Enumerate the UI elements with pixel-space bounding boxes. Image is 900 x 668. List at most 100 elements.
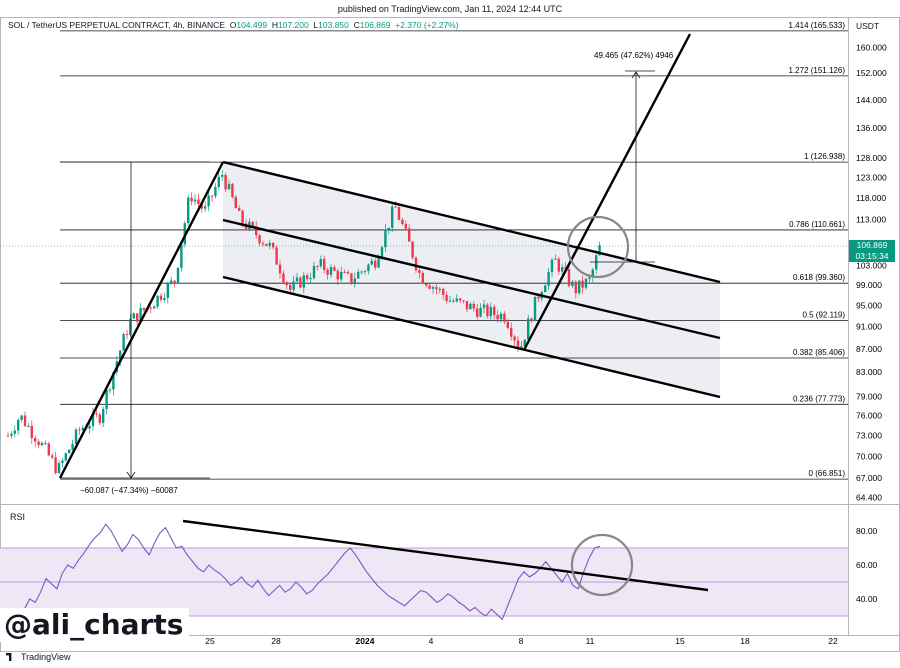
candle-body [516, 340, 520, 349]
candle-body [44, 442, 47, 444]
candle-body [578, 280, 581, 294]
rsi-axis: 80.00 60.00 40.00 [856, 526, 878, 604]
fib-label-8: 0 (66.851) [809, 469, 846, 478]
candle-body [10, 433, 13, 436]
candle-body [149, 307, 152, 309]
candle-body [139, 307, 142, 322]
price-tick-7: 113.000 [856, 215, 886, 225]
candle-body [61, 460, 64, 464]
price-tick-11: 91.000 [856, 322, 882, 332]
candle-body [391, 206, 394, 228]
currency-label: USDT [856, 21, 880, 31]
candle-body [367, 264, 370, 272]
time-tick-6: 15 [675, 636, 685, 646]
measure-down-label: −60.087 (−47.34%) −60087 [80, 486, 178, 495]
candle-body [591, 269, 594, 278]
candle-body [499, 313, 503, 320]
candle-body [272, 242, 275, 248]
candle-body [377, 257, 380, 268]
candle-body [544, 285, 547, 293]
candle-body [91, 413, 95, 426]
time-tick-5: 11 [586, 636, 595, 646]
measure-up-arrowhead [631, 71, 641, 79]
rsi-tick-2: 40.00 [856, 594, 878, 604]
last-price-tag: 106.869 03:15:34 [849, 240, 895, 262]
candle-body [224, 175, 227, 190]
candle-body [557, 258, 560, 272]
candle-body [442, 288, 445, 295]
candle-body [98, 414, 101, 423]
candle-body [13, 430, 16, 434]
symbol-title: SOL / TetherUS PERPETUAL CONTRACT, 4h, B… [8, 20, 225, 30]
price-tick-16: 73.000 [856, 431, 882, 441]
impulse-trendline [58, 161, 225, 479]
breakout-circle [566, 215, 630, 279]
candle-body [299, 277, 302, 288]
price-tick-9: 99.000 [856, 280, 882, 290]
fib-label-5: 0.5 (92.119) [802, 311, 845, 320]
price-tick-15: 76.000 [856, 411, 882, 421]
candle-body [496, 314, 499, 320]
candle-body [136, 313, 139, 322]
high-label: H [271, 20, 278, 30]
candle-body [581, 280, 584, 288]
candle-body [285, 282, 288, 286]
candle-body [421, 272, 424, 284]
candle-body [380, 247, 384, 258]
candle-body [40, 442, 44, 446]
candle-body [411, 241, 414, 258]
candle-body [302, 275, 305, 288]
candle-body [465, 301, 469, 310]
candle-body [102, 408, 105, 423]
price-tick-10: 95.000 [856, 300, 882, 310]
candle-body [595, 255, 598, 270]
time-tick-3: 4 [429, 636, 434, 646]
candle-body [401, 219, 404, 225]
time-tick-2: 2024 [356, 636, 375, 646]
candle-body [414, 257, 418, 271]
candle-body [173, 280, 176, 283]
candle-body [23, 415, 27, 427]
time-axis: 25 28 2024 4 8 11 15 18 22 [205, 636, 838, 646]
candle-body [550, 259, 554, 273]
candle-body [125, 334, 129, 336]
candle-body [119, 350, 122, 362]
candle-body [74, 429, 78, 444]
bar-countdown: 03:15:34 [855, 251, 889, 261]
price-tick-3: 136.000 [856, 123, 887, 133]
candle-body [431, 287, 435, 289]
candle-body [210, 195, 214, 197]
fib-label-1: 1.272 (151.126) [789, 66, 846, 75]
candle-body [571, 281, 574, 286]
candle-body [180, 244, 183, 268]
candle-body [353, 278, 356, 283]
rsi-polyline [7, 523, 601, 621]
price-tick-8: 103.000 [856, 260, 887, 270]
candle-body [486, 304, 489, 317]
candle-body [588, 277, 591, 279]
candle-body [132, 313, 135, 319]
candle-body [282, 273, 285, 283]
candle-body [34, 438, 37, 442]
candle-body [384, 229, 387, 248]
candle-body [251, 221, 254, 227]
price-tick-2: 144.000 [856, 95, 887, 105]
candle-body [340, 271, 343, 280]
candle-body [306, 275, 309, 280]
candle-body [326, 269, 329, 275]
candle-body [584, 278, 588, 288]
candle-body [27, 425, 30, 427]
candle-body [561, 267, 564, 272]
candle-body [537, 296, 540, 299]
open-value: 104.499 [236, 20, 268, 30]
candle-body [397, 207, 401, 220]
candle-body [530, 318, 533, 322]
candle-body [462, 300, 465, 302]
candle-body [163, 297, 166, 300]
candle-body [289, 285, 292, 290]
candle-body [598, 245, 601, 256]
candle-body [258, 235, 261, 244]
price-tick-0: 160.000 [856, 43, 887, 53]
candle-body [418, 270, 421, 273]
